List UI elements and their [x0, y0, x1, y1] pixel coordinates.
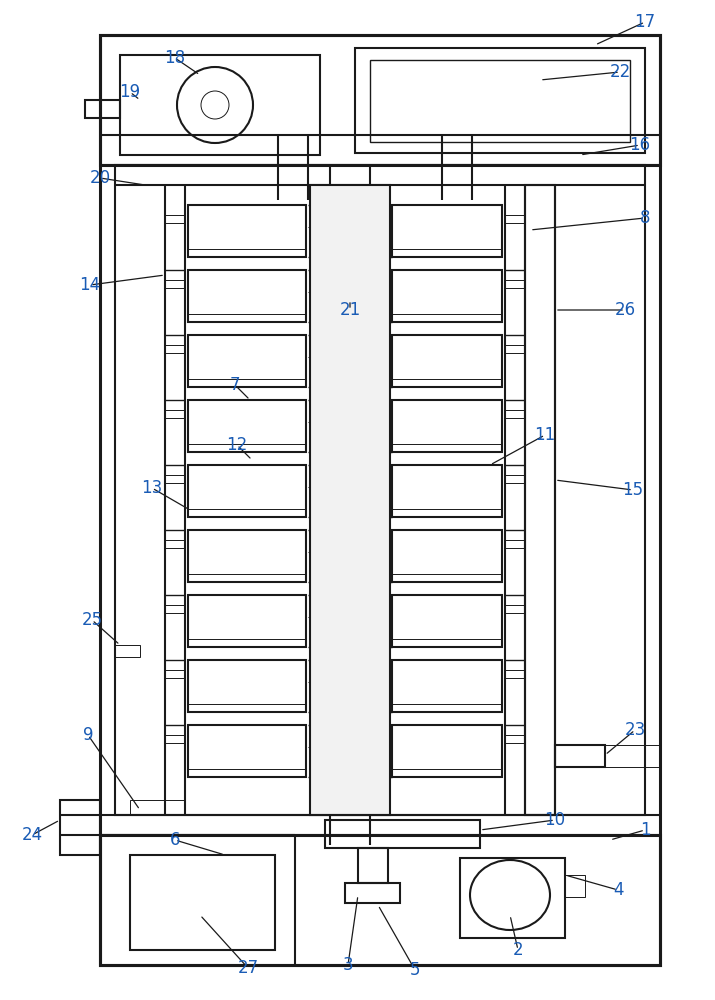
Bar — [370, 60, 630, 142]
Bar — [355, 48, 645, 153]
Text: 4: 4 — [613, 881, 623, 899]
Bar — [165, 605, 185, 613]
Bar — [392, 205, 502, 257]
Text: 7: 7 — [230, 376, 240, 394]
Bar — [325, 820, 480, 848]
Text: 22: 22 — [609, 63, 631, 81]
Bar — [165, 540, 185, 548]
Text: 17: 17 — [634, 13, 656, 31]
Bar — [525, 185, 555, 815]
Bar — [505, 345, 525, 353]
Bar — [505, 540, 525, 548]
Bar — [188, 270, 306, 322]
Text: 20: 20 — [89, 169, 111, 187]
Text: 13: 13 — [142, 479, 162, 497]
Bar — [188, 205, 306, 257]
Bar — [392, 725, 502, 777]
Bar — [555, 745, 605, 767]
Text: 24: 24 — [21, 826, 43, 844]
Bar — [188, 400, 306, 452]
Bar — [565, 875, 585, 897]
Bar — [392, 335, 502, 387]
Text: 25: 25 — [82, 611, 102, 629]
Text: 3: 3 — [342, 956, 353, 974]
Text: 6: 6 — [169, 831, 180, 849]
Text: 23: 23 — [624, 721, 646, 739]
Bar — [505, 475, 525, 483]
Bar — [100, 35, 660, 165]
Bar — [392, 465, 502, 517]
Bar — [130, 800, 185, 815]
Bar — [505, 215, 525, 223]
Bar — [130, 855, 275, 950]
Bar — [358, 848, 388, 883]
Bar — [165, 735, 185, 743]
Bar — [115, 165, 645, 815]
Bar — [345, 883, 400, 903]
Bar — [165, 475, 185, 483]
Bar — [505, 670, 525, 678]
Text: 26: 26 — [614, 301, 636, 319]
Bar — [392, 400, 502, 452]
Text: 14: 14 — [79, 276, 101, 294]
Bar — [392, 595, 502, 647]
Text: 16: 16 — [629, 136, 651, 154]
Text: 9: 9 — [83, 726, 93, 744]
Text: 27: 27 — [237, 959, 259, 977]
Bar — [505, 605, 525, 613]
Bar — [505, 735, 525, 743]
Bar — [100, 35, 660, 965]
Bar — [188, 660, 306, 712]
Bar — [188, 335, 306, 387]
Text: 21: 21 — [340, 301, 360, 319]
Bar — [505, 410, 525, 418]
Bar — [392, 530, 502, 582]
Text: 10: 10 — [544, 811, 566, 829]
Bar — [505, 280, 525, 288]
Bar — [188, 595, 306, 647]
Bar — [165, 670, 185, 678]
Bar — [115, 645, 140, 657]
Bar — [60, 800, 100, 855]
Bar — [460, 858, 565, 938]
Text: 19: 19 — [119, 83, 141, 101]
Bar — [165, 345, 185, 353]
Text: 5: 5 — [410, 961, 420, 979]
Bar — [100, 835, 660, 965]
Bar — [85, 100, 120, 118]
Text: 15: 15 — [623, 481, 644, 499]
Text: 1: 1 — [640, 821, 651, 839]
Bar — [165, 215, 185, 223]
Bar — [392, 270, 502, 322]
Text: 8: 8 — [640, 209, 650, 227]
Bar — [392, 660, 502, 712]
Text: 2: 2 — [513, 941, 523, 959]
Bar — [188, 530, 306, 582]
Bar — [188, 725, 306, 777]
Text: 12: 12 — [227, 436, 247, 454]
Bar — [165, 280, 185, 288]
Bar — [188, 465, 306, 517]
Bar — [310, 185, 390, 815]
Text: 11: 11 — [534, 426, 556, 444]
Bar — [120, 55, 320, 155]
Text: 18: 18 — [164, 49, 186, 67]
Bar — [165, 410, 185, 418]
